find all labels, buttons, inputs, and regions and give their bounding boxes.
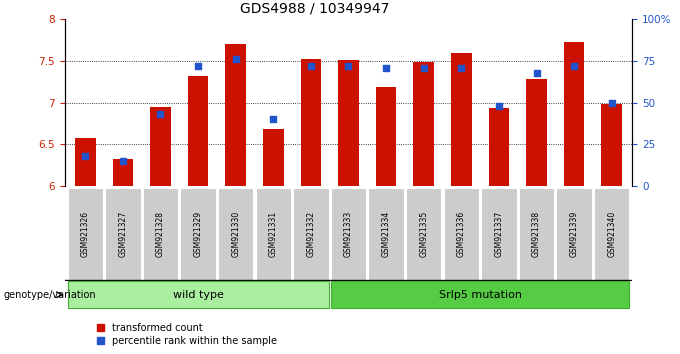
Bar xyxy=(188,76,209,186)
Text: genotype/variation: genotype/variation xyxy=(3,290,96,300)
FancyBboxPatch shape xyxy=(218,188,254,280)
Point xyxy=(118,158,129,164)
Bar xyxy=(564,42,584,186)
FancyBboxPatch shape xyxy=(519,188,554,280)
Title: GDS4988 / 10349947: GDS4988 / 10349947 xyxy=(240,1,389,16)
Bar xyxy=(376,87,396,186)
Point xyxy=(531,70,542,75)
Text: GSM921340: GSM921340 xyxy=(607,211,616,257)
Point xyxy=(568,63,579,69)
Bar xyxy=(601,104,622,186)
Text: Srlp5 mutation: Srlp5 mutation xyxy=(439,290,522,300)
Text: GSM921334: GSM921334 xyxy=(381,211,390,257)
Bar xyxy=(113,159,133,186)
FancyBboxPatch shape xyxy=(256,188,291,280)
FancyBboxPatch shape xyxy=(406,188,441,280)
FancyBboxPatch shape xyxy=(443,188,479,280)
Bar xyxy=(338,60,359,186)
Point xyxy=(80,153,90,159)
Point xyxy=(607,100,617,105)
Text: wild type: wild type xyxy=(173,290,224,300)
Bar xyxy=(263,129,284,186)
Text: GSM921329: GSM921329 xyxy=(194,211,203,257)
Bar xyxy=(75,138,96,186)
Bar xyxy=(301,58,321,186)
FancyBboxPatch shape xyxy=(67,281,328,308)
FancyBboxPatch shape xyxy=(293,188,328,280)
Point xyxy=(494,103,505,109)
Point xyxy=(155,112,166,117)
FancyBboxPatch shape xyxy=(331,281,630,308)
Bar xyxy=(526,79,547,186)
Text: GSM921331: GSM921331 xyxy=(269,211,278,257)
Text: GSM921339: GSM921339 xyxy=(570,211,579,257)
Bar xyxy=(451,53,472,186)
Bar xyxy=(488,108,509,186)
FancyBboxPatch shape xyxy=(180,188,216,280)
Point xyxy=(231,57,241,62)
Text: GSM921326: GSM921326 xyxy=(81,211,90,257)
Text: GSM921336: GSM921336 xyxy=(457,211,466,257)
Bar xyxy=(150,107,171,186)
Text: GSM921333: GSM921333 xyxy=(344,211,353,257)
Text: GSM921332: GSM921332 xyxy=(307,211,316,257)
FancyBboxPatch shape xyxy=(331,188,366,280)
Text: GSM921338: GSM921338 xyxy=(532,211,541,257)
Bar xyxy=(413,62,434,186)
Legend: transformed count, percentile rank within the sample: transformed count, percentile rank withi… xyxy=(97,323,277,346)
Point xyxy=(305,63,316,69)
FancyBboxPatch shape xyxy=(594,188,630,280)
Point xyxy=(381,65,392,70)
FancyBboxPatch shape xyxy=(556,188,592,280)
FancyBboxPatch shape xyxy=(143,188,178,280)
Point xyxy=(418,65,429,70)
FancyBboxPatch shape xyxy=(105,188,141,280)
Text: GSM921337: GSM921337 xyxy=(494,211,503,257)
Text: GSM921335: GSM921335 xyxy=(419,211,428,257)
Point xyxy=(268,116,279,122)
FancyBboxPatch shape xyxy=(369,188,404,280)
FancyBboxPatch shape xyxy=(481,188,517,280)
Text: GSM921330: GSM921330 xyxy=(231,211,240,257)
Bar xyxy=(225,45,246,186)
Point xyxy=(192,63,203,69)
Text: GSM921327: GSM921327 xyxy=(118,211,127,257)
Point xyxy=(456,65,466,70)
FancyBboxPatch shape xyxy=(67,188,103,280)
Text: GSM921328: GSM921328 xyxy=(156,211,165,257)
Point xyxy=(343,63,354,69)
